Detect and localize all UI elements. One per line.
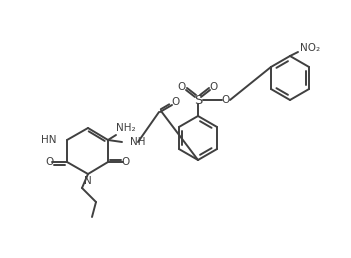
Text: N: N <box>84 176 92 186</box>
Text: O: O <box>122 157 130 167</box>
Text: S: S <box>194 93 202 107</box>
Text: O: O <box>45 157 53 167</box>
Text: NH₂: NH₂ <box>116 123 136 133</box>
Text: O: O <box>178 82 186 92</box>
Text: O: O <box>172 97 180 107</box>
Text: NO₂: NO₂ <box>300 43 320 53</box>
Text: O: O <box>222 95 230 105</box>
Text: O: O <box>210 82 218 92</box>
Text: HN: HN <box>41 135 57 145</box>
Text: NH: NH <box>130 137 146 147</box>
